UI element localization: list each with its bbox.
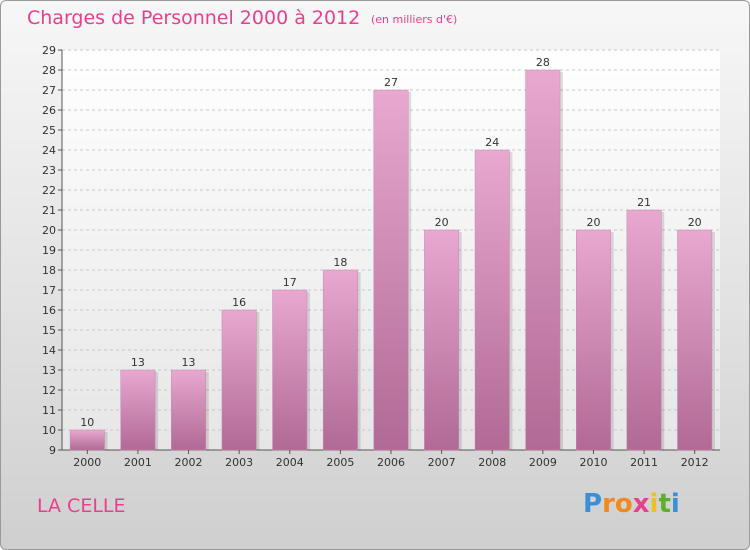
x-tick-label: 2002	[175, 456, 203, 469]
y-tick-label: 16	[42, 304, 56, 317]
bar-2005	[322, 269, 358, 451]
bar-2006	[373, 89, 409, 451]
bar-2009	[525, 69, 561, 451]
bar-2011	[626, 209, 662, 451]
data-label: 27	[384, 76, 398, 89]
data-label: 21	[637, 196, 651, 209]
x-tick-label: 2001	[124, 456, 152, 469]
bar-2007	[424, 229, 460, 451]
y-tick-label: 9	[49, 444, 56, 457]
place-name: LA CELLE	[37, 495, 126, 517]
data-label: 28	[536, 56, 550, 69]
data-labels: 10 13 13 16 17 18 27 20 24 28 20 21 20	[80, 56, 701, 429]
x-tick-label: 2007	[428, 456, 456, 469]
y-tick-label: 12	[42, 384, 56, 397]
y-tick-label: 22	[42, 184, 56, 197]
data-label: 10	[80, 416, 94, 429]
data-label: 20	[435, 216, 449, 229]
x-tick-label: 2010	[579, 456, 607, 469]
y-tick-label: 19	[42, 244, 56, 257]
bars	[69, 69, 715, 451]
data-label: 24	[485, 136, 499, 149]
y-tick-label: 17	[42, 284, 56, 297]
x-tick-label: 2006	[377, 456, 405, 469]
y-tick-label: 25	[42, 124, 56, 137]
bar-2012	[677, 229, 713, 451]
chart-subtitle: (en milliers d'€)	[371, 13, 458, 26]
y-tick-label: 28	[42, 64, 56, 77]
logo-letter: t	[658, 489, 671, 519]
logo-letter: x	[632, 489, 650, 519]
data-label: 16	[232, 296, 246, 309]
y-tick-label: 26	[42, 104, 56, 117]
y-tick-label: 18	[42, 264, 56, 277]
x-tick-label: 2008	[478, 456, 506, 469]
bar-2004	[272, 289, 308, 451]
x-tick-label: 2000	[73, 456, 101, 469]
logo-letter: o	[614, 489, 633, 519]
logo-letter: r	[602, 489, 615, 519]
x-tick-label: 2009	[529, 456, 557, 469]
bar-2001	[120, 369, 156, 451]
y-tick-label: 20	[42, 224, 56, 237]
x-tick-label: 2005	[326, 456, 354, 469]
y-tick-label: 24	[42, 144, 56, 157]
x-tick-labels: 2000 2001 2002 2003 2004 2005 2006 2007 2008 2009…	[73, 450, 709, 469]
bar-2010	[576, 229, 611, 451]
y-tick-label: 14	[42, 344, 56, 357]
data-label: 20	[586, 216, 600, 229]
bar-2003	[221, 309, 257, 451]
data-label: 18	[333, 256, 347, 269]
y-tick-labels: 9 10 11 12 13 14 15 16 17 18 19 20 21 22 23 24 25 26 27 28 2…	[42, 44, 56, 457]
y-tick-label: 27	[42, 84, 56, 97]
logo-letter: i	[649, 489, 659, 519]
logo-letter: i	[670, 489, 680, 519]
x-tick-label: 2011	[630, 456, 658, 469]
logo-letter: P	[583, 489, 603, 519]
data-label: 13	[131, 356, 145, 369]
y-tick-label: 23	[42, 164, 56, 177]
chart-title: Charges de Personnel 2000 à 2012	[27, 7, 361, 29]
y-tick-label: 21	[42, 204, 56, 217]
bar-2002	[171, 369, 206, 451]
proxiti-logo: Proxiti	[583, 489, 680, 519]
data-label: 13	[182, 356, 196, 369]
x-tick-label: 2012	[681, 456, 709, 469]
x-tick-label: 2004	[276, 456, 304, 469]
y-tick-label: 10	[42, 424, 56, 437]
y-tick-label: 15	[42, 324, 56, 337]
y-tick-label: 29	[42, 44, 56, 57]
y-tick-label: 11	[42, 404, 56, 417]
x-tick-label: 2003	[225, 456, 253, 469]
bar-2008	[474, 149, 510, 451]
data-label: 20	[688, 216, 702, 229]
bar-2000	[69, 429, 105, 451]
y-tick-label: 13	[42, 364, 56, 377]
data-label: 17	[283, 276, 297, 289]
